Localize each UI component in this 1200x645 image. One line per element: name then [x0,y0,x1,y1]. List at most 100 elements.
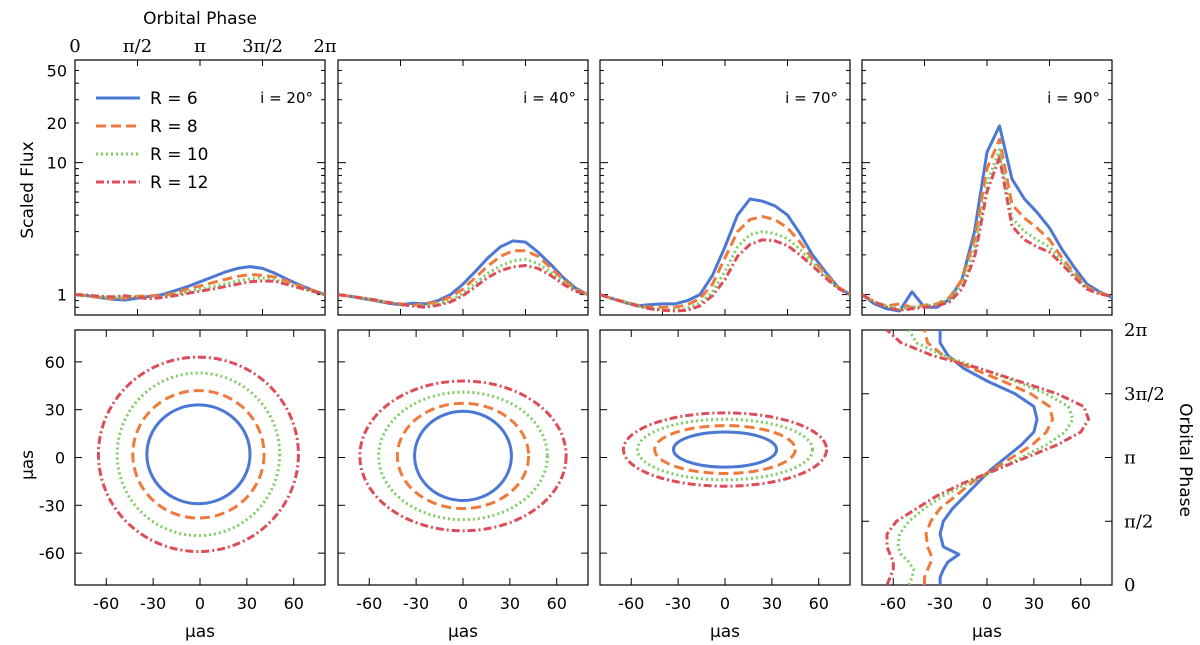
top-axis-ticks: 0 π/2 π 3π/2 2π [69,36,337,57]
top-axis-tick-label: π/2 [123,36,152,57]
phase-ytick-label: 0 [1124,575,1135,596]
position-panel-frame [861,329,1113,586]
position-xtick-label: 30 [762,594,782,613]
series-line-r8 [600,215,850,309]
flux-series-group [862,124,1112,313]
series-line-r10 [862,148,1112,311]
flux-ytick-label: 10 [47,154,67,173]
legend: R = 6 R = 8 R = 10 R = 12 [96,89,209,193]
phase-ytick-label: 2π [1124,320,1147,341]
position-series-group [96,355,300,554]
position-xlabel: μas [448,622,478,642]
position-xtick-label: 30 [237,594,257,613]
position-xtick-label: -60 [880,594,906,613]
position-series-group [358,379,568,533]
series-line-r6 [338,239,588,307]
track-r8 [653,424,797,475]
position-xtick-label: 60 [809,594,829,613]
track-r10 [115,371,282,538]
position-series-group [621,411,829,488]
position-ytick-label: 30 [45,401,65,420]
flux-series-group [338,239,588,309]
position-xlabel: μas [710,622,740,642]
position-xtick-label: 0 [458,594,468,613]
position-panel-frame [74,329,326,586]
track-r12 [96,355,300,554]
series-line-r12 [75,279,325,301]
position-ytick-label: -30 [39,496,65,515]
position-xtick-label: 60 [284,594,304,613]
flux-ytick-label: 1 [57,286,67,305]
series-line-r8 [862,137,1112,309]
top-axis-tick-label: 0 [69,36,80,57]
position-panel-frame [337,329,589,586]
position-xtick-label: 0 [982,594,992,613]
position-xtick-label: 0 [195,594,205,613]
flux-ytick-label: 20 [47,114,67,133]
series-line-r6 [75,265,325,302]
flux-ylabel: Scaled Flux [18,141,38,238]
series-line-r12 [862,155,1112,312]
position-xtick-label: -30 [665,594,691,613]
panel-title: i = 90° [1047,89,1100,107]
panel-title: i = 20° [260,89,313,107]
position-xtick-label: -30 [403,594,429,613]
right-axis-title: Orbital Phase [1175,403,1195,517]
top-axis-title: Orbital Phase [143,9,257,29]
position-panel: -60 -30 0 30 60 μas [337,329,589,642]
phase-ytick-label: π [1124,448,1136,469]
position-ytick-label: -60 [39,544,65,563]
legend-label: R = 6 [150,89,198,109]
position-panel: -60 -30 0 30 60 μas [599,329,851,642]
track-r8 [131,389,266,520]
position-ylabel: μas [18,450,38,480]
position-xtick-label: 60 [547,594,567,613]
track-r6 [671,430,779,469]
flux-panel: i = 70° [599,59,851,316]
track-r10 [636,417,814,482]
position-xtick-label: -60 [356,594,382,613]
track-r8 [395,401,531,510]
series-line-r6 [600,197,850,308]
flux-series-group [75,265,325,302]
position-panel: -60 -30 0 30 60 μas 60 30 0 -30 -60 [39,329,326,642]
position-xtick-label: -60 [93,594,119,613]
legend-label: R = 12 [150,173,209,193]
flux-panel: i = 40° [337,59,589,316]
phase-ytick-label: π/2 [1124,511,1153,532]
track-r6 [413,409,513,503]
top-axis-tick-label: 3π/2 [242,36,283,57]
panel-title: i = 40° [523,89,576,107]
position-xtick-label: 30 [1024,594,1044,613]
position-xtick-label: -60 [618,594,644,613]
track-r12 [885,330,1091,585]
flux-panel: 1 10 20 50 i = 20° [47,59,326,316]
position-panel-frame [599,329,851,586]
flux-panel: i = 90° [861,59,1113,316]
series-line-r8 [338,249,588,307]
series-line-r6 [862,124,1112,313]
position-xtick-label: 30 [500,594,520,613]
position-xlabel: μas [185,622,215,642]
position-xtick-label: 0 [720,594,730,613]
position-series-group [885,330,1091,585]
series-line-r8 [75,273,325,301]
top-axis-tick-label: π [194,36,206,57]
series-line-r12 [600,238,850,313]
position-panel: -60 -30 0 30 60 μas 0 π/2 π 3π/2 2π [861,320,1165,642]
track-r12 [358,379,568,533]
top-axis-tick-label: 2π [313,36,336,57]
position-xtick-label: -30 [927,594,953,613]
legend-label: R = 8 [150,117,198,137]
phase-ytick-label: 3π/2 [1124,384,1165,405]
series-line-r12 [338,264,588,309]
track-r6 [938,330,1039,585]
position-xtick-label: 60 [1071,594,1091,613]
track-r10 [896,330,1075,585]
panels: 1 10 20 50 i = 20° i = 40° i = 70° i = 90° -60 -3… [39,59,1165,642]
position-ytick-label: 0 [55,449,65,468]
position-xlabel: μas [972,622,1002,642]
position-ytick-label: 60 [45,353,65,372]
flux-series-group [600,197,850,313]
